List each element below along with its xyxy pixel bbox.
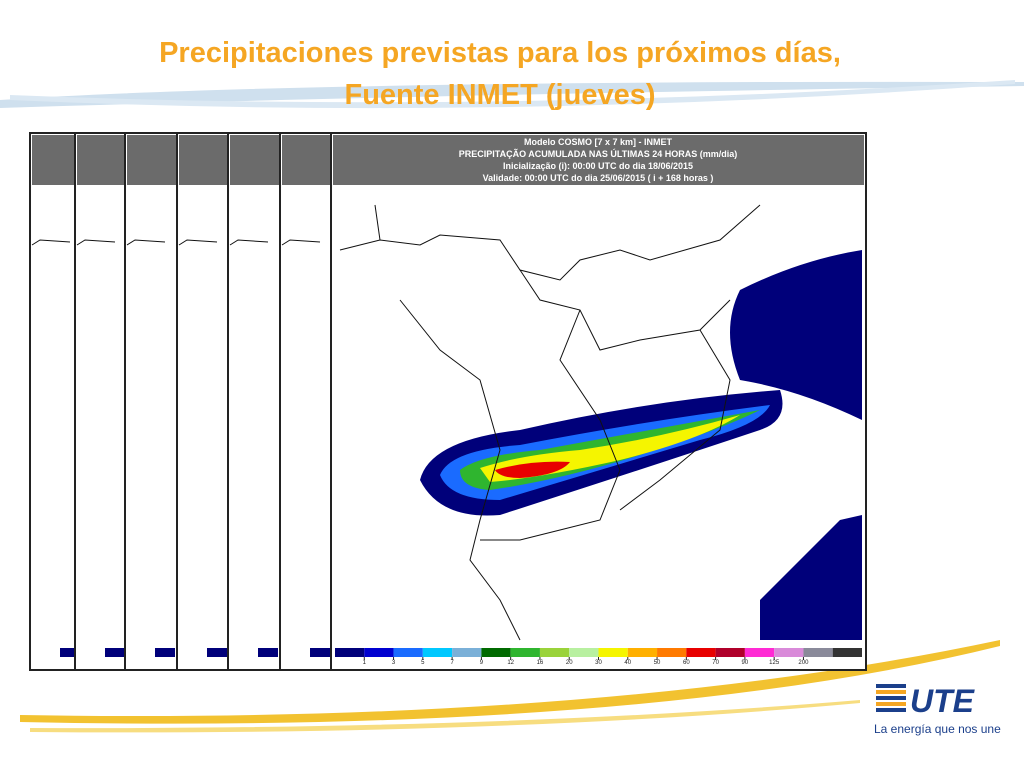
tagline: La energía que nos une <box>874 722 1001 736</box>
title-line: Fuente INMET (jueves) <box>345 79 656 111</box>
colorbar-label: 30 <box>595 660 602 666</box>
logo-text: UTE <box>910 683 976 719</box>
colorbar-swatch <box>803 648 833 657</box>
map-header: Modelo COSMO [7 x 7 km] - INMET <box>524 137 673 147</box>
frame-bar <box>155 648 175 657</box>
colorbar-swatch <box>686 648 716 657</box>
colorbar-swatch <box>335 648 365 657</box>
colorbar-swatch <box>569 648 599 657</box>
colorbar-label: 1 <box>363 660 367 666</box>
colorbar-label: 60 <box>683 660 690 666</box>
decor <box>0 80 1024 733</box>
colorbar-label: 12 <box>507 660 514 666</box>
colorbar-label: 70 <box>712 660 719 666</box>
colorbar-swatch <box>510 648 540 657</box>
logo: UTE La energía que nos une <box>874 683 1001 736</box>
frame-border <box>178 239 218 246</box>
colorbar-swatch <box>539 648 570 657</box>
colorbar-swatch <box>832 648 862 657</box>
colorbar-swatch <box>627 648 658 657</box>
colorbar-label: 5 <box>421 660 425 666</box>
colorbar-label: 7 <box>450 660 454 666</box>
colorbar-label: 125 <box>769 660 780 666</box>
frame-border <box>229 239 269 246</box>
frame-bar <box>105 648 125 657</box>
colorbar-label: 90 <box>742 660 749 666</box>
frame-bar <box>310 648 330 657</box>
frame-bar <box>258 648 278 657</box>
colorbar-label: 200 <box>798 660 809 666</box>
colorbar-swatch <box>774 648 804 657</box>
colorbar-swatch <box>364 648 394 657</box>
colorbar-label: 20 <box>566 660 573 666</box>
colorbar-swatch <box>393 648 423 657</box>
frame-border <box>76 239 116 246</box>
colorbar-label: 50 <box>654 660 661 666</box>
map-header: Inicialização (i): 00:00 UTC do dia 18/0… <box>503 161 693 171</box>
colorbar-swatch <box>744 648 775 657</box>
colorbar-label: 16 <box>537 660 544 666</box>
colorbar-swatch <box>452 648 482 657</box>
frame-bar <box>207 648 227 657</box>
colorbar-swatch <box>715 648 745 657</box>
colorbar-swatch <box>481 648 511 657</box>
colorbar-swatch <box>657 648 687 657</box>
colorbar-label: 40 <box>624 660 631 666</box>
title-line: Precipitaciones previstas para los próxi… <box>159 37 841 69</box>
colorbar-swatch <box>598 648 628 657</box>
map-front: Modelo COSMO [7 x 7 km] - INMETPRECIPITA… <box>330 132 867 671</box>
frame-border <box>281 239 321 246</box>
map-header: PRECIPITAÇÃO ACUMULADA NAS ÚLTIMAS 24 HO… <box>459 148 738 159</box>
frame-border <box>126 239 166 246</box>
map-header: Validade: 00:00 UTC do dia 25/06/2015 ( … <box>483 173 714 183</box>
colorbar-swatch <box>422 648 453 657</box>
colorbar-label: 9 <box>480 660 484 666</box>
frame-bar <box>60 648 80 657</box>
colorbar-label: 3 <box>392 660 396 666</box>
frame-border <box>31 239 71 246</box>
